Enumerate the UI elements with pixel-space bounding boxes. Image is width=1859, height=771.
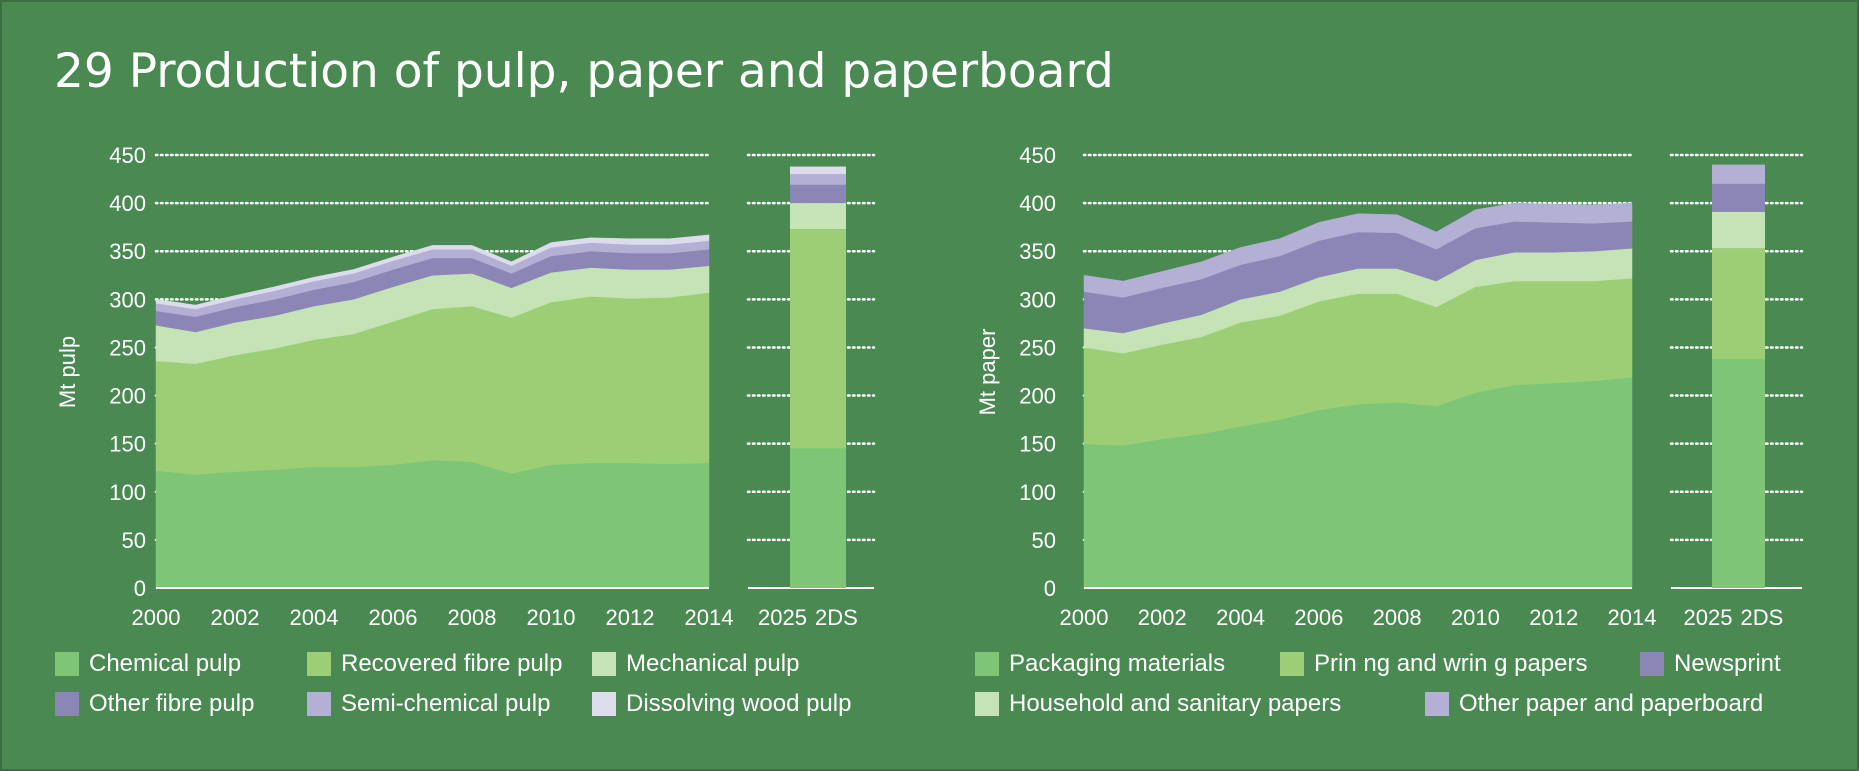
legend-swatch	[592, 692, 616, 716]
legend-label: Mechanical pulp	[626, 650, 800, 677]
legend-item-semi-chemical-pulp: Semi-chemical pulp	[307, 690, 550, 718]
y-tick-label: 350	[1019, 239, 1056, 264]
legend-swatch	[592, 652, 616, 676]
area-dissolving-wood-pulp	[155, 234, 710, 310]
y-tick-label: 350	[109, 239, 146, 264]
projection-bar-semi-chemical-pulp	[790, 174, 846, 185]
y-tick-label: 150	[109, 432, 146, 457]
y-tick-label: 100	[1019, 480, 1056, 505]
legend-item-other-fibre-pulp: Other fibre pulp	[55, 690, 254, 718]
legend-swatch	[1425, 692, 1449, 716]
legend-label: Other paper and paperboard	[1459, 690, 1764, 717]
y-tick-label: 400	[109, 191, 146, 216]
x-tick-label: 2010	[1451, 605, 1500, 630]
x-tick-label: 2010	[527, 605, 576, 630]
y-tick-label: 400	[1019, 191, 1056, 216]
projection-bar-other-paper-and-paperboard	[1712, 164, 1765, 184]
projection-bar-recovered-fibre-pulp	[790, 229, 846, 449]
x-tick-label: 2000	[132, 605, 181, 630]
legend-item-packaging-materials: Packaging materials	[975, 650, 1225, 678]
chart-title: 29 Production of pulp, paper and paperbo…	[54, 44, 1114, 99]
x-tick-label: 2006	[369, 605, 418, 630]
y-tick-label: 50	[122, 528, 146, 553]
legend-swatch	[307, 652, 331, 676]
legend-label: Other fibre pulp	[89, 690, 255, 717]
x-tick-label: 2012	[606, 605, 655, 630]
projection-bar-newsprint	[1712, 183, 1765, 212]
legend-swatch	[975, 652, 999, 676]
y-tick-label: 450	[1019, 143, 1056, 168]
x-tick-label: 2014	[1608, 605, 1657, 630]
legend-swatch	[1280, 652, 1304, 676]
legend-item-newsprint: Newsprint	[1640, 650, 1781, 678]
legend-label: Semi-chemical pulp	[341, 690, 551, 717]
y-tick-label: 0	[134, 576, 146, 601]
projection-bar-mechanical-pulp	[790, 203, 846, 230]
chart-panel-2: 0 50 100 150 200 250 300 350 400 450 2000 2002 2004 2…	[975, 143, 1804, 630]
area-other-paper-and-paperboard	[1083, 202, 1633, 298]
legend-swatch	[307, 692, 331, 716]
projection-scenario-label: 2DS	[1741, 605, 1784, 630]
y-tick-label: 200	[109, 384, 146, 409]
y-axis-label: Mt pulp	[55, 336, 80, 408]
projection-bar-household-and-sanitary-papers	[1712, 211, 1765, 249]
y-axis-label: Mt paper	[975, 329, 1000, 416]
x-tick-label: 2004	[290, 605, 339, 630]
y-tick-label: 0	[1044, 576, 1056, 601]
legend-swatch	[55, 692, 79, 716]
y-tick-label: 150	[1019, 432, 1056, 457]
legend-swatch	[55, 652, 79, 676]
legend-label: Recovered fibre pulp	[341, 650, 563, 677]
legend-item-mechanical-pulp: Mechanical pulp	[592, 650, 799, 678]
projection-scenario-label: 2DS	[815, 605, 858, 630]
x-tick-label: 2004	[1216, 605, 1265, 630]
legend-label: Prin ng and wrin g papers	[1314, 650, 1588, 677]
legend-label: Packaging materials	[1009, 650, 1226, 677]
legend-label: Household and sanitary papers	[1009, 690, 1342, 717]
x-tick-label: 2006	[1294, 605, 1343, 630]
projection-year-label: 2025	[1684, 605, 1733, 630]
y-tick-label: 250	[1019, 335, 1056, 360]
y-tick-label: 450	[109, 143, 146, 168]
legend-label: Dissolving wood pulp	[626, 690, 852, 717]
legend-item-prin-ng-and-wrin-g-papers: Prin ng and wrin g papers	[1280, 650, 1588, 678]
projection-bar-dissolving-wood-pulp	[790, 166, 846, 175]
projection-bar-chemical-pulp	[790, 448, 846, 588]
y-tick-label: 250	[109, 335, 146, 360]
legend-label: Chemical pulp	[89, 650, 242, 677]
x-tick-label: 2014	[685, 605, 734, 630]
chart-panel-1: 0 50 100 150 200 250 300 350 400 450 2000 2002 2004 2…	[55, 143, 876, 630]
projection-bar-prin-ng-and-wrin-g-papers	[1712, 248, 1765, 359]
projection-bar-other-fibre-pulp	[790, 184, 846, 204]
legend-item-recovered-fibre-pulp: Recovered fibre pulp	[307, 650, 562, 678]
x-tick-label: 2000	[1060, 605, 1109, 630]
legend-swatch	[1640, 652, 1664, 676]
x-tick-label: 2002	[1138, 605, 1187, 630]
legend-swatch	[975, 692, 999, 716]
area-chemical-pulp	[155, 459, 710, 589]
projection-year-label: 2025	[758, 605, 807, 630]
x-tick-label: 2008	[448, 605, 497, 630]
x-tick-label: 2012	[1529, 605, 1578, 630]
y-tick-label: 300	[109, 287, 146, 312]
y-tick-label: 300	[1019, 287, 1056, 312]
legend-item-other-paper-and-paperboard: Other paper and paperboard	[1425, 690, 1763, 718]
legend-item-household-and-sanitary-papers: Household and sanitary papers	[975, 690, 1341, 718]
projection-bar-packaging-materials	[1712, 358, 1765, 588]
y-tick-label: 200	[1019, 384, 1056, 409]
x-tick-label: 2008	[1373, 605, 1422, 630]
y-tick-label: 50	[1032, 528, 1056, 553]
legend-item-dissolving-wood-pulp: Dissolving wood pulp	[592, 690, 851, 718]
y-tick-label: 100	[109, 480, 146, 505]
legend-label: Newsprint	[1674, 650, 1781, 677]
legend-item-chemical-pulp: Chemical pulp	[55, 650, 241, 678]
x-tick-label: 2002	[211, 605, 260, 630]
